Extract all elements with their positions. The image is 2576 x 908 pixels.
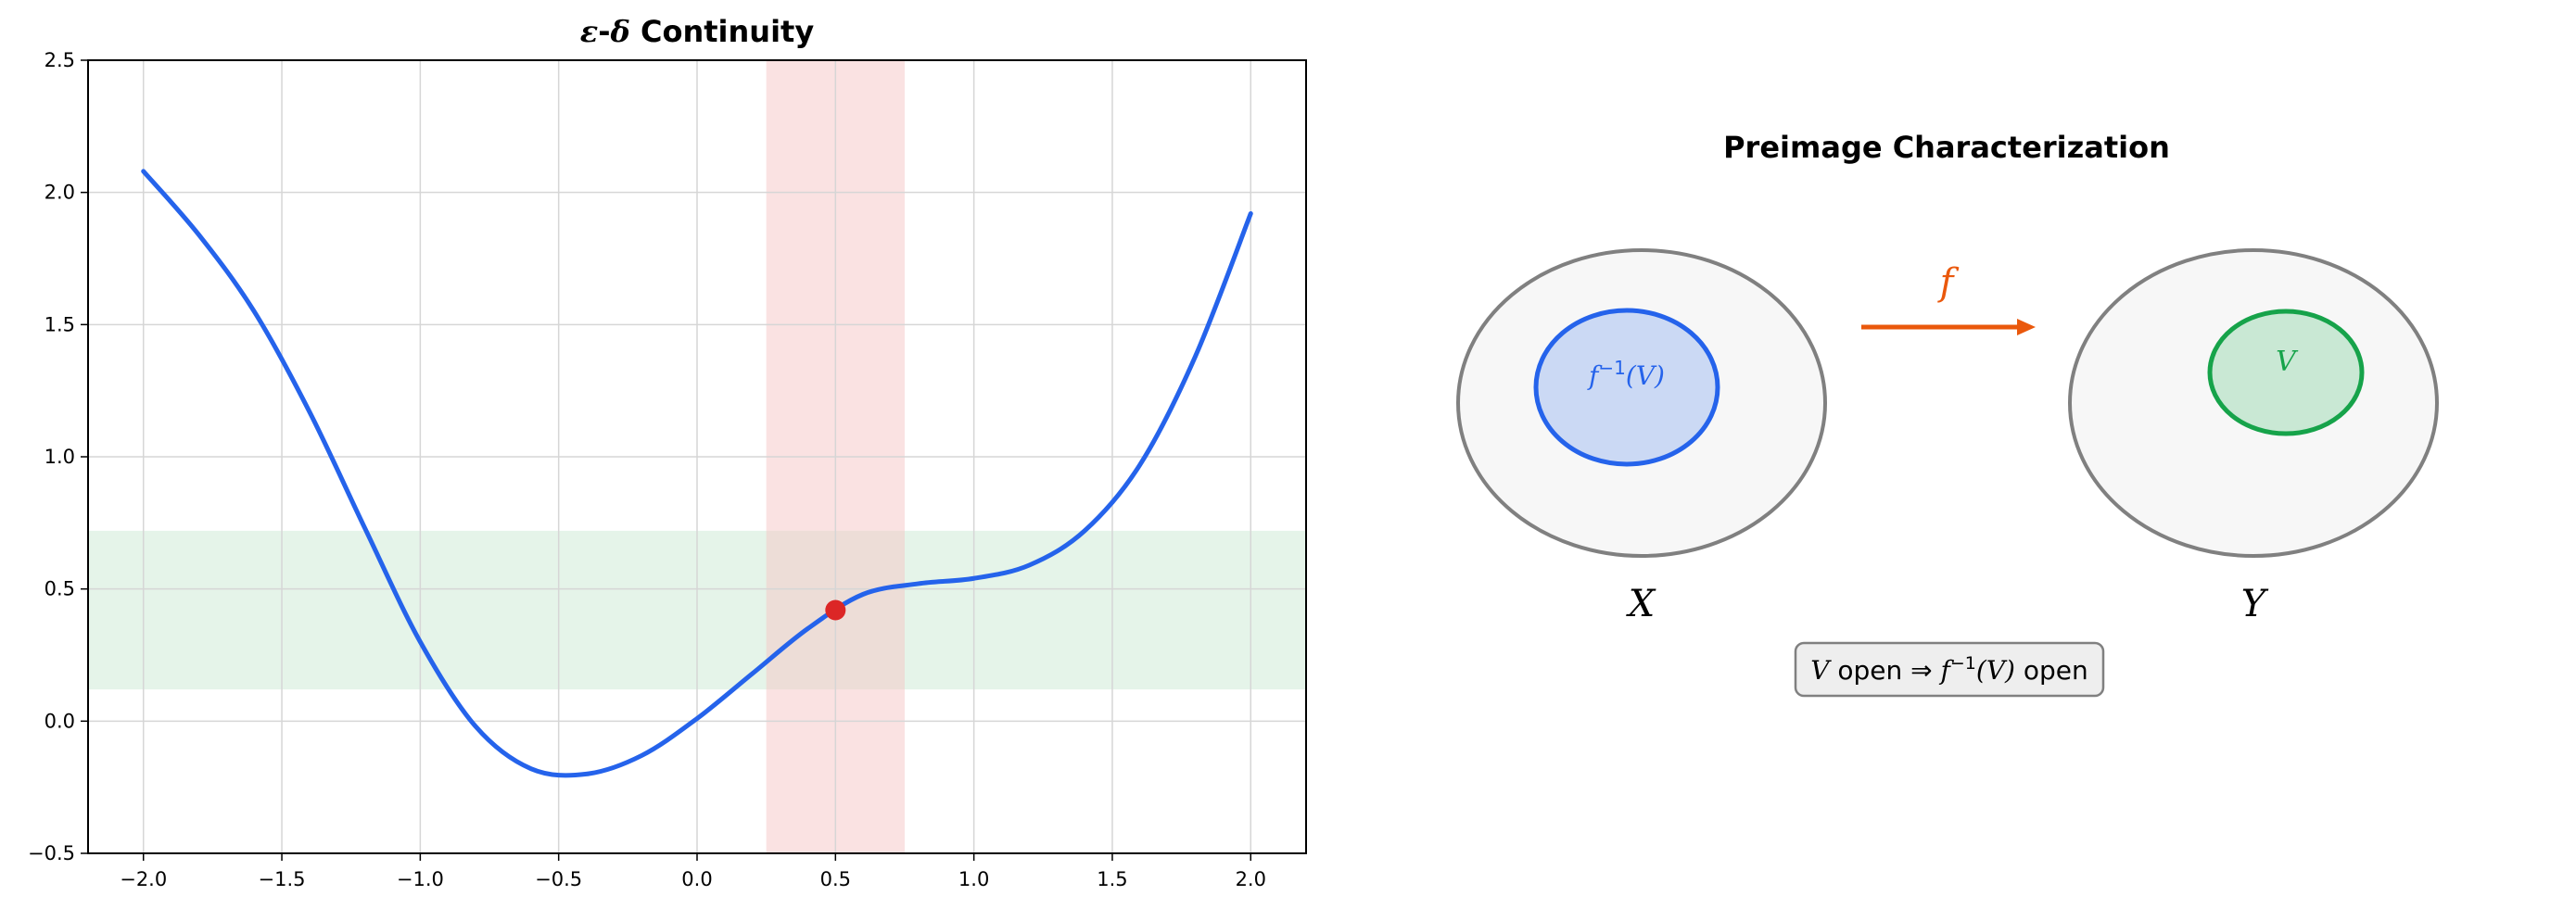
y-tick-label: 2.5: [44, 49, 75, 71]
x-tick-label: 2.0: [1236, 868, 1266, 890]
y-tick-label: −0.5: [28, 842, 75, 864]
x-tick-label: 1.5: [1097, 868, 1127, 890]
open-set-v-label: V: [2276, 346, 2299, 378]
continuity-plot: ε-δ Continuity −2.0 −1.5 −1.0 −0.5 0.0 0.5 1.0…: [28, 14, 1307, 890]
statement-box: [1794, 641, 2105, 698]
y-tick-label: 1.5: [44, 313, 75, 335]
x-axis-ticks: −2.0 −1.5 −1.0 −0.5 0.0 0.5 1.0 1.5 2.0: [120, 853, 1266, 890]
preimage-diagram: Preimage Characterization f−1(V) X f V Y…: [1456, 130, 2439, 698]
function-curve: [141, 169, 1253, 778]
x-tick-label: −0.5: [535, 868, 582, 890]
function-curve-layer: [141, 169, 1253, 778]
x-tick-label: 0.5: [820, 868, 851, 890]
continuity-point: [825, 599, 846, 621]
x-tick-label: −1.0: [397, 868, 444, 890]
y-tick-label: 0.5: [44, 578, 75, 600]
open-set-v: [2207, 309, 2365, 436]
y-tick-label: 0.0: [44, 710, 75, 732]
preimage-region: [1533, 308, 1720, 467]
map-arrow-head: [2017, 319, 2036, 335]
y-axis-ticks: −0.5 0.0 0.5 1.0 1.5 2.0 2.5: [28, 49, 88, 864]
set-x-label: X: [1626, 583, 1656, 625]
diagram-title: Preimage Characterization: [1723, 130, 2170, 165]
x-tick-label: −2.0: [120, 868, 167, 890]
statement-text: V open ⇒ f−1(V) open: [1810, 653, 2088, 686]
x-tick-label: 1.0: [958, 868, 989, 890]
x-tick-label: −1.5: [259, 868, 306, 890]
plot-title: ε-δ Continuity: [580, 14, 815, 49]
map-label: f: [1937, 261, 1960, 304]
grid-lines: [88, 59, 1306, 854]
x-tick-label: 0.0: [681, 868, 712, 890]
y-tick-label: 2.0: [44, 182, 75, 204]
y-tick-label: 1.0: [44, 446, 75, 468]
set-y-label: Y: [2241, 583, 2269, 625]
